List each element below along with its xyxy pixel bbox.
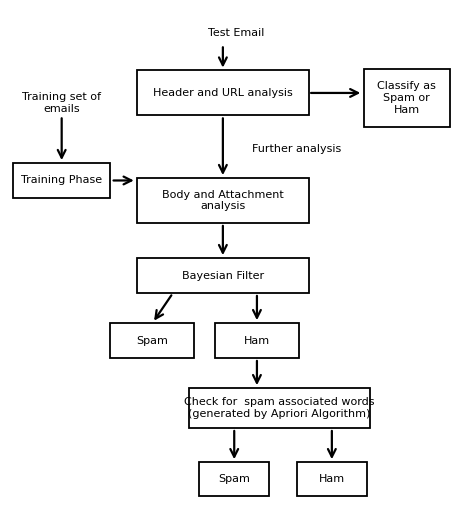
Text: Training set of
emails: Training set of emails [22,92,101,114]
Text: Check for  spam associated words
(generated by Apriori Algorithm): Check for spam associated words (generat… [184,397,375,419]
FancyBboxPatch shape [215,323,299,358]
FancyBboxPatch shape [137,70,309,116]
Text: Training Phase: Training Phase [21,176,102,185]
Text: Classify as
Spam or
Ham: Classify as Spam or Ham [377,81,436,115]
Text: Bayesian Filter: Bayesian Filter [182,270,264,280]
Text: Body and Attachment
analysis: Body and Attachment analysis [162,190,284,212]
Text: Ham: Ham [244,336,270,345]
Text: Header and URL analysis: Header and URL analysis [153,88,293,98]
FancyBboxPatch shape [364,69,450,127]
FancyBboxPatch shape [111,323,194,358]
Text: Spam: Spam [219,474,250,484]
FancyBboxPatch shape [137,178,309,223]
Text: Further analysis: Further analysis [253,144,342,154]
FancyBboxPatch shape [13,163,111,198]
FancyBboxPatch shape [189,388,370,428]
FancyBboxPatch shape [137,258,309,293]
Text: Spam: Spam [137,336,168,345]
FancyBboxPatch shape [297,462,367,496]
Text: Test Email: Test Email [208,28,265,38]
FancyBboxPatch shape [199,462,270,496]
Text: Ham: Ham [319,474,345,484]
